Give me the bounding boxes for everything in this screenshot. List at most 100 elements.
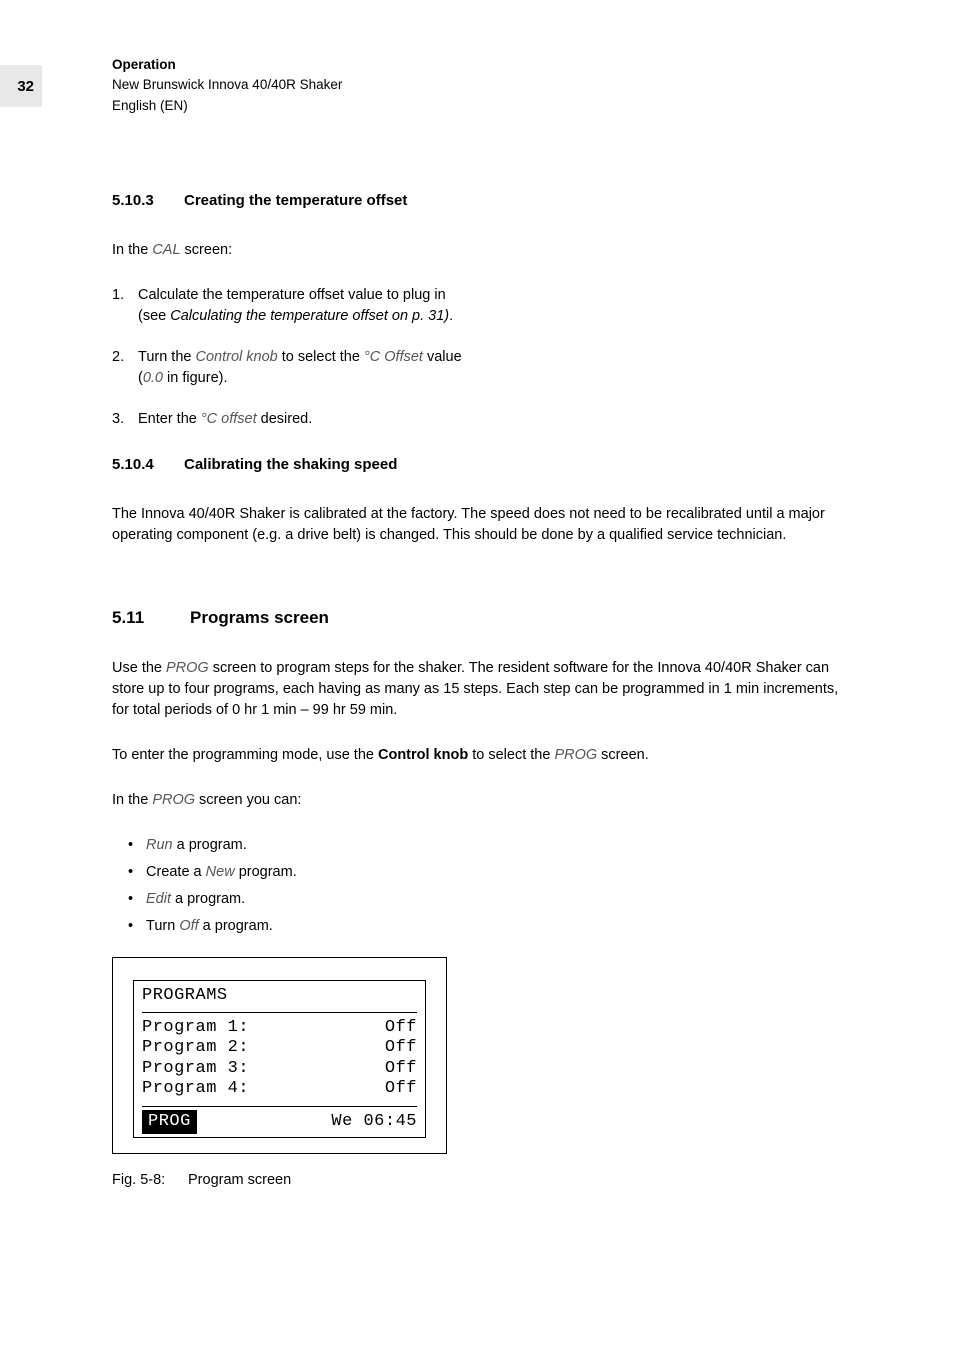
text: In the [112,242,152,258]
text: screen: [181,242,233,258]
section-5-10-4-heading: 5.10.4Calibrating the shaking speed [112,454,852,476]
text: to select the [278,349,364,365]
run-term: Run [146,837,173,853]
section-number: 5.11 [112,606,190,631]
lcd-title: PROGRAMS [142,984,417,1013]
value-term: 0.0 [143,370,163,386]
figure-text: Program screen [188,1172,291,1188]
lcd-value: Off [385,1018,417,1038]
paragraph: To enter the programming mode, use the C… [112,745,852,766]
lcd-label: Program 1: [142,1018,249,1038]
lcd-value: Off [385,1079,417,1099]
text: . [449,308,453,324]
text: a program. [199,918,273,934]
figure-caption: Fig. 5-8:Program screen [112,1170,852,1191]
steps-list: 1. Calculate the temperature offset valu… [112,285,852,430]
lcd-row: Program 1: Off [142,1018,417,1038]
text: Calculate the temperature offset value t… [138,287,446,303]
text: Turn the [138,349,196,365]
text: in figure). [163,370,227,386]
step-number: 2. [112,347,138,389]
figure-number: Fig. 5-8: [112,1170,188,1191]
text: desired. [257,411,313,427]
section-number: 5.10.4 [112,454,184,476]
step-text: Turn the Control knob to select the °C O… [138,347,852,389]
bullet-item: • Edit a program. [128,889,852,910]
text: Enter the [138,411,201,427]
lcd-row: Program 4: Off [142,1079,417,1099]
lcd-footer: PROG We 06:45 [142,1106,417,1135]
paragraph: In the PROG screen you can: [112,790,852,811]
bullet-item: • Create a New program. [128,862,852,883]
prog-term: PROG [152,792,195,808]
page-number: 32 [0,65,42,107]
paragraph: The Innova 40/40R Shaker is calibrated a… [112,504,852,546]
text: a program. [171,891,245,907]
bullet-icon: • [128,916,146,937]
text: Use the [112,660,166,676]
bullet-icon: • [128,889,146,910]
text: to select the [468,747,554,763]
lcd-label: Program 2: [142,1038,249,1058]
text: To enter the programming mode, use the [112,747,378,763]
text: Turn [146,918,179,934]
step-text: Enter the °C offset desired. [138,409,852,430]
step-3: 3. Enter the °C offset desired. [112,409,852,430]
header-line2: English (EN) [112,96,342,116]
header-title: Operation [112,55,342,75]
edit-term: Edit [146,891,171,907]
prog-term: PROG [166,660,209,676]
lcd-row: Program 2: Off [142,1038,417,1058]
step-text: Calculate the temperature offset value t… [138,285,852,327]
text: program. [235,864,297,880]
prog-term: PROG [554,747,597,763]
bullet-icon: • [128,862,146,883]
control-knob-term: Control knob [196,349,278,365]
lcd-value: Off [385,1059,417,1079]
bullet-text: Turn Off a program. [146,916,273,937]
lcd-row: Program 3: Off [142,1059,417,1079]
text: screen you can: [195,792,301,808]
section-5-11-heading: 5.11Programs screen [112,606,852,631]
cross-ref: Calculating the temperature offset on p.… [170,308,449,324]
lcd-label: Program 4: [142,1079,249,1099]
paragraph: Use the PROG screen to program steps for… [112,658,852,721]
section-5-10-3-heading: 5.10.3Creating the temperature offset [112,190,852,212]
text: a program. [173,837,247,853]
offset-term: °C offset [201,411,257,427]
lcd-screen-figure: PROGRAMS Program 1: Off Program 2: Off Pro… [112,957,447,1154]
text: In the [112,792,152,808]
cal-term: CAL [152,242,180,258]
intro-text: In the CAL screen: [112,240,852,261]
bullet-text: Edit a program. [146,889,245,910]
lcd-screen: PROGRAMS Program 1: Off Program 2: Off Pro… [133,980,426,1138]
new-term: New [206,864,235,880]
section-title: Creating the temperature offset [184,192,407,209]
section-number: 5.10.3 [112,190,184,212]
page-header: Operation New Brunswick Innova 40/40R Sh… [112,55,342,116]
bullet-text: Run a program. [146,835,247,856]
bullet-list: • Run a program. • Create a New program.… [128,835,852,937]
bullet-text: Create a New program. [146,862,297,883]
text: Create a [146,864,206,880]
lcd-datetime: We 06:45 [331,1110,417,1135]
text: screen to program steps for the shaker. … [112,660,838,718]
lcd-value: Off [385,1038,417,1058]
control-knob-term: Control knob [378,747,468,763]
step-2: 2. Turn the Control knob to select the °… [112,347,852,389]
text: screen. [597,747,649,763]
step-1: 1. Calculate the temperature offset valu… [112,285,852,327]
section-title: Programs screen [190,608,329,627]
lcd-label: Program 3: [142,1059,249,1079]
text: value [423,349,462,365]
header-line1: New Brunswick Innova 40/40R Shaker [112,75,342,95]
text: (see [138,308,170,324]
step-number: 3. [112,409,138,430]
lcd-rows: Program 1: Off Program 2: Off Program 3: Of… [142,1016,417,1106]
bullet-item: • Run a program. [128,835,852,856]
off-term: Off [179,918,198,934]
bullet-icon: • [128,835,146,856]
section-title: Calibrating the shaking speed [184,456,397,473]
offset-term: °C Offset [364,349,423,365]
lcd-mode-tag: PROG [142,1110,197,1135]
